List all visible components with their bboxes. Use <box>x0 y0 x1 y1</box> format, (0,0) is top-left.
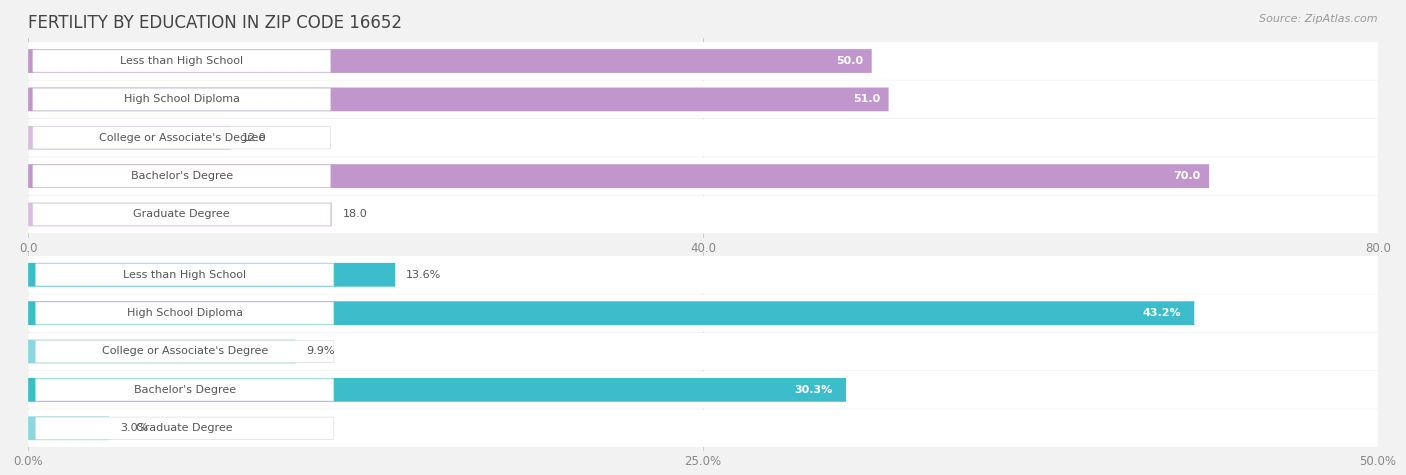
Text: FERTILITY BY EDUCATION IN ZIP CODE 16652: FERTILITY BY EDUCATION IN ZIP CODE 16652 <box>28 14 402 32</box>
FancyBboxPatch shape <box>35 379 333 401</box>
FancyBboxPatch shape <box>28 371 1378 408</box>
Text: Less than High School: Less than High School <box>124 270 246 280</box>
Text: High School Diploma: High School Diploma <box>124 95 239 104</box>
Text: College or Associate's Degree: College or Associate's Degree <box>101 346 267 357</box>
Text: 30.3%: 30.3% <box>794 385 832 395</box>
FancyBboxPatch shape <box>28 332 1378 371</box>
FancyBboxPatch shape <box>28 301 1194 325</box>
Text: Bachelor's Degree: Bachelor's Degree <box>134 385 236 395</box>
FancyBboxPatch shape <box>28 87 889 111</box>
Text: High School Diploma: High School Diploma <box>127 308 243 318</box>
FancyBboxPatch shape <box>28 263 395 286</box>
FancyBboxPatch shape <box>28 164 1209 188</box>
Text: College or Associate's Degree: College or Associate's Degree <box>98 133 264 143</box>
FancyBboxPatch shape <box>32 50 330 72</box>
FancyBboxPatch shape <box>28 409 1378 447</box>
Text: 13.6%: 13.6% <box>406 270 441 280</box>
FancyBboxPatch shape <box>32 165 330 187</box>
FancyBboxPatch shape <box>28 126 231 150</box>
FancyBboxPatch shape <box>32 127 330 149</box>
Text: Source: ZipAtlas.com: Source: ZipAtlas.com <box>1260 14 1378 24</box>
FancyBboxPatch shape <box>28 81 1378 118</box>
FancyBboxPatch shape <box>35 341 333 362</box>
FancyBboxPatch shape <box>28 157 1378 195</box>
Text: 12.0: 12.0 <box>242 133 266 143</box>
Text: Bachelor's Degree: Bachelor's Degree <box>131 171 233 181</box>
FancyBboxPatch shape <box>28 42 1378 80</box>
FancyBboxPatch shape <box>28 49 872 73</box>
FancyBboxPatch shape <box>32 203 330 226</box>
FancyBboxPatch shape <box>28 378 846 402</box>
Text: Less than High School: Less than High School <box>120 56 243 66</box>
Text: Graduate Degree: Graduate Degree <box>134 209 231 219</box>
Text: 51.0: 51.0 <box>853 95 880 104</box>
FancyBboxPatch shape <box>28 256 1378 294</box>
FancyBboxPatch shape <box>28 119 1378 157</box>
FancyBboxPatch shape <box>28 196 1378 233</box>
Text: Graduate Degree: Graduate Degree <box>136 423 233 433</box>
FancyBboxPatch shape <box>28 294 1378 332</box>
Text: 70.0: 70.0 <box>1174 171 1201 181</box>
FancyBboxPatch shape <box>35 302 333 324</box>
FancyBboxPatch shape <box>28 202 332 227</box>
Text: 50.0: 50.0 <box>837 56 863 66</box>
FancyBboxPatch shape <box>35 417 333 439</box>
Text: 9.9%: 9.9% <box>307 346 335 357</box>
Text: 3.0%: 3.0% <box>120 423 148 433</box>
Text: 18.0: 18.0 <box>343 209 367 219</box>
FancyBboxPatch shape <box>28 416 110 440</box>
FancyBboxPatch shape <box>35 264 333 286</box>
Text: 43.2%: 43.2% <box>1142 308 1181 318</box>
FancyBboxPatch shape <box>32 88 330 111</box>
FancyBboxPatch shape <box>28 340 295 363</box>
